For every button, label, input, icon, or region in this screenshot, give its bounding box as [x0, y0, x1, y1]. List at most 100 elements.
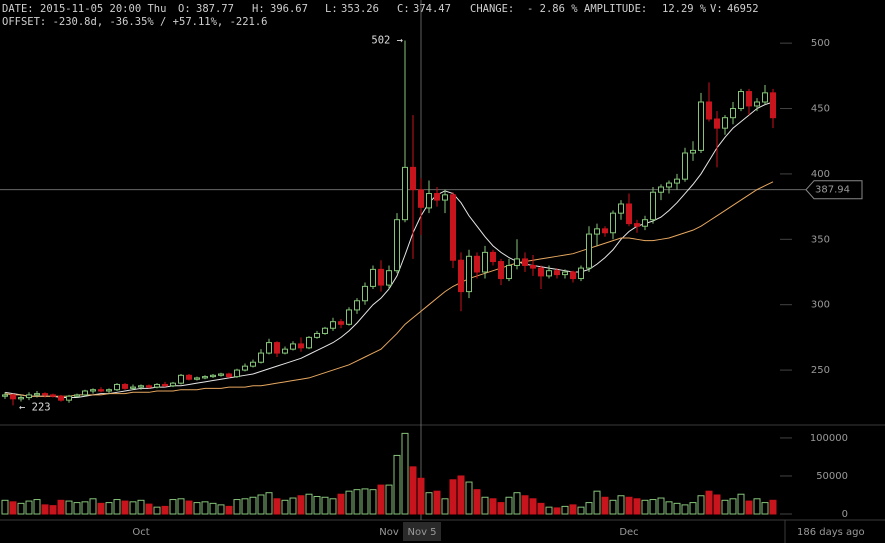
volume-bar — [585, 502, 593, 515]
volume-bar — [521, 495, 529, 515]
candle-body — [90, 389, 96, 392]
volume-bar — [57, 499, 65, 515]
volume-bar — [17, 502, 25, 515]
candle-body — [538, 267, 544, 277]
y-tick-label: 450 — [811, 104, 830, 115]
candle-body — [242, 365, 248, 371]
volume-bar — [641, 499, 649, 515]
volume-bar — [609, 499, 617, 515]
volume-bar — [657, 497, 665, 515]
candle-body — [570, 271, 576, 280]
volume-bar — [65, 500, 73, 515]
candle-body — [2, 394, 8, 397]
candle-body — [674, 178, 680, 184]
candle-body — [754, 101, 760, 107]
volume-bar — [169, 499, 177, 515]
volume-bar — [233, 499, 241, 515]
volume-bar — [457, 475, 465, 515]
candle-body — [634, 223, 640, 227]
volume-bar — [49, 505, 57, 515]
candle-body — [698, 101, 704, 151]
candle-body — [642, 219, 648, 227]
candle-body — [194, 377, 200, 380]
candle-body — [50, 394, 56, 397]
candle-body — [474, 255, 480, 273]
volume-bar — [449, 479, 457, 515]
candle-body — [138, 385, 144, 388]
y-tick-label: 500 — [811, 38, 830, 49]
candle-body — [650, 191, 656, 221]
volume-bar — [25, 500, 33, 515]
volume-bar — [481, 496, 489, 515]
volume-bar — [665, 501, 673, 515]
header-label: H: — [252, 3, 265, 15]
volume-bar — [193, 502, 201, 515]
volume-bar — [761, 502, 769, 515]
volume-bar — [753, 498, 761, 515]
candle-body — [418, 189, 424, 208]
header-amplitude: 12.29 % — [662, 3, 707, 15]
volume-bar — [697, 495, 705, 515]
volume-bar — [89, 498, 97, 515]
volume-bar — [137, 499, 145, 515]
candle-body — [506, 264, 512, 280]
volume-bar — [649, 499, 657, 515]
candle-body — [738, 91, 744, 110]
volume-bar — [273, 498, 281, 515]
volume-bar — [561, 505, 569, 515]
header-close: 374.47 — [413, 3, 451, 15]
volume-bar — [281, 499, 289, 515]
volume-bar — [537, 502, 545, 515]
volume-bar — [425, 492, 433, 515]
volume-bar — [417, 477, 425, 515]
candle-body — [26, 394, 32, 399]
candle-body — [466, 255, 472, 293]
crosshair-date-label: Nov 5 — [407, 527, 436, 538]
volume-bar — [705, 490, 713, 515]
volume-bar — [577, 506, 585, 515]
volume-bar — [713, 494, 721, 515]
header-change: - 2.86 % — [527, 3, 578, 15]
candle-body — [274, 342, 280, 354]
candle-body — [514, 258, 520, 266]
volume-tick-label: 50000 — [816, 471, 848, 482]
candle-body — [162, 383, 168, 387]
candle-body — [666, 182, 672, 188]
volume-bar — [81, 501, 89, 515]
volume-bar — [177, 498, 185, 515]
annotation-high: 502 → — [371, 35, 403, 47]
candle-body — [282, 348, 288, 354]
volume-bar — [113, 499, 121, 515]
candle-body — [130, 386, 136, 389]
volume-bar — [497, 502, 505, 515]
volume-bar — [185, 500, 193, 515]
volume-bar — [769, 499, 777, 515]
candle-body — [82, 390, 88, 396]
volume-bar — [209, 502, 217, 515]
candle-body — [354, 300, 360, 311]
candle-body — [706, 101, 712, 120]
candle-body — [562, 271, 568, 276]
volume-bar — [329, 498, 337, 515]
candle-body — [10, 394, 16, 400]
volume-bar — [681, 504, 689, 515]
volume-bar — [401, 432, 409, 515]
candle-body — [714, 118, 720, 129]
volume-bar — [601, 496, 609, 515]
annotation-low: ← 223 — [19, 401, 51, 413]
candle-body — [98, 389, 104, 392]
candle-body — [522, 258, 528, 266]
volume-bar — [249, 496, 257, 515]
x-tick-label: Dec — [619, 527, 638, 538]
candle-body — [770, 92, 776, 119]
volume-bar — [529, 498, 537, 515]
volume-bar — [593, 490, 601, 515]
volume-bar — [217, 504, 225, 515]
candle-body — [498, 261, 504, 280]
volume-bar — [409, 466, 417, 515]
candle-body — [250, 361, 256, 367]
candle-body — [746, 91, 752, 107]
header-volume: 46952 — [727, 3, 759, 15]
candle-body — [594, 228, 600, 235]
candle-body — [658, 186, 664, 193]
